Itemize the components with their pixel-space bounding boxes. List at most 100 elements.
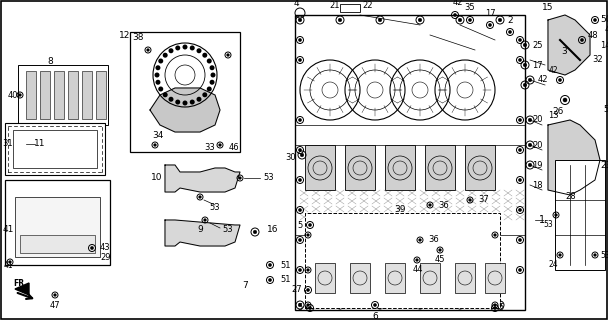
Circle shape — [196, 48, 201, 53]
Circle shape — [239, 177, 241, 179]
Circle shape — [156, 80, 161, 85]
Text: 26: 26 — [552, 107, 564, 116]
Circle shape — [306, 269, 309, 271]
Text: 53: 53 — [543, 220, 553, 229]
Polygon shape — [165, 165, 240, 192]
Text: 4: 4 — [293, 0, 299, 8]
Text: 52: 52 — [603, 106, 608, 115]
Circle shape — [306, 234, 309, 236]
Circle shape — [227, 54, 229, 56]
Circle shape — [373, 303, 376, 307]
Text: 30: 30 — [285, 154, 296, 163]
Circle shape — [494, 269, 496, 271]
Text: 36: 36 — [438, 201, 449, 210]
Circle shape — [519, 238, 522, 242]
Circle shape — [519, 38, 522, 42]
Bar — [130, 32, 240, 152]
Circle shape — [163, 92, 168, 97]
Text: 44: 44 — [413, 266, 423, 275]
Text: 20: 20 — [532, 116, 542, 124]
Polygon shape — [548, 120, 600, 195]
Circle shape — [519, 118, 522, 122]
Circle shape — [559, 254, 561, 256]
Circle shape — [554, 214, 558, 216]
Text: 50: 50 — [600, 15, 608, 25]
Circle shape — [19, 94, 21, 96]
Circle shape — [182, 44, 187, 50]
Circle shape — [378, 303, 382, 307]
Circle shape — [207, 59, 212, 63]
Text: 35: 35 — [465, 3, 475, 12]
Circle shape — [558, 78, 562, 82]
Circle shape — [299, 208, 302, 212]
Circle shape — [253, 230, 257, 234]
Circle shape — [494, 307, 497, 309]
Text: 28: 28 — [565, 192, 576, 201]
Circle shape — [458, 303, 462, 307]
Circle shape — [299, 238, 302, 242]
Circle shape — [300, 153, 304, 157]
Text: 23: 23 — [600, 161, 608, 170]
Text: 47: 47 — [50, 300, 60, 309]
Circle shape — [429, 204, 431, 206]
Text: 19: 19 — [532, 161, 542, 170]
Text: 42: 42 — [453, 0, 463, 7]
Text: 18: 18 — [532, 180, 542, 189]
Circle shape — [581, 38, 584, 42]
Polygon shape — [165, 220, 240, 246]
Circle shape — [156, 65, 161, 70]
Text: 43: 43 — [100, 244, 111, 252]
Text: 51: 51 — [280, 276, 291, 284]
Text: 5: 5 — [298, 303, 303, 313]
Bar — [82, 71, 92, 119]
Circle shape — [519, 208, 522, 212]
Circle shape — [299, 38, 302, 42]
Text: 31: 31 — [2, 140, 13, 148]
Bar — [20, 235, 95, 253]
Text: FR.: FR. — [13, 279, 27, 288]
Circle shape — [528, 118, 532, 122]
Bar — [485, 263, 505, 293]
Circle shape — [219, 144, 221, 146]
Text: 27: 27 — [291, 285, 302, 294]
Circle shape — [419, 239, 421, 241]
Circle shape — [299, 179, 302, 181]
Circle shape — [308, 223, 311, 227]
Text: 21: 21 — [330, 2, 340, 11]
Circle shape — [338, 18, 342, 22]
Polygon shape — [150, 88, 220, 132]
Circle shape — [175, 45, 180, 51]
Circle shape — [299, 148, 302, 152]
Circle shape — [306, 304, 309, 306]
Text: 29: 29 — [100, 253, 111, 262]
Circle shape — [418, 303, 422, 307]
Circle shape — [593, 19, 596, 21]
Text: 53: 53 — [263, 173, 274, 182]
Circle shape — [207, 86, 212, 92]
Text: 37: 37 — [478, 196, 489, 204]
Bar — [345, 145, 375, 190]
Bar — [5, 180, 110, 265]
Text: 15: 15 — [542, 3, 554, 12]
Text: 17: 17 — [485, 9, 496, 18]
Circle shape — [563, 98, 567, 102]
Circle shape — [199, 196, 201, 198]
Text: 34: 34 — [153, 131, 164, 140]
Bar — [420, 263, 440, 293]
Circle shape — [204, 219, 206, 221]
Bar — [465, 145, 495, 190]
Circle shape — [163, 53, 168, 58]
Text: 42: 42 — [538, 76, 548, 84]
Text: 41: 41 — [2, 226, 14, 235]
Circle shape — [468, 19, 472, 21]
Circle shape — [416, 259, 418, 261]
Circle shape — [158, 59, 164, 63]
Text: 51: 51 — [280, 260, 291, 269]
Text: 12: 12 — [119, 30, 130, 39]
Bar — [385, 263, 405, 293]
Circle shape — [210, 80, 215, 85]
Circle shape — [299, 268, 302, 272]
Text: 53: 53 — [210, 203, 220, 212]
Circle shape — [190, 100, 195, 105]
Circle shape — [175, 100, 180, 105]
